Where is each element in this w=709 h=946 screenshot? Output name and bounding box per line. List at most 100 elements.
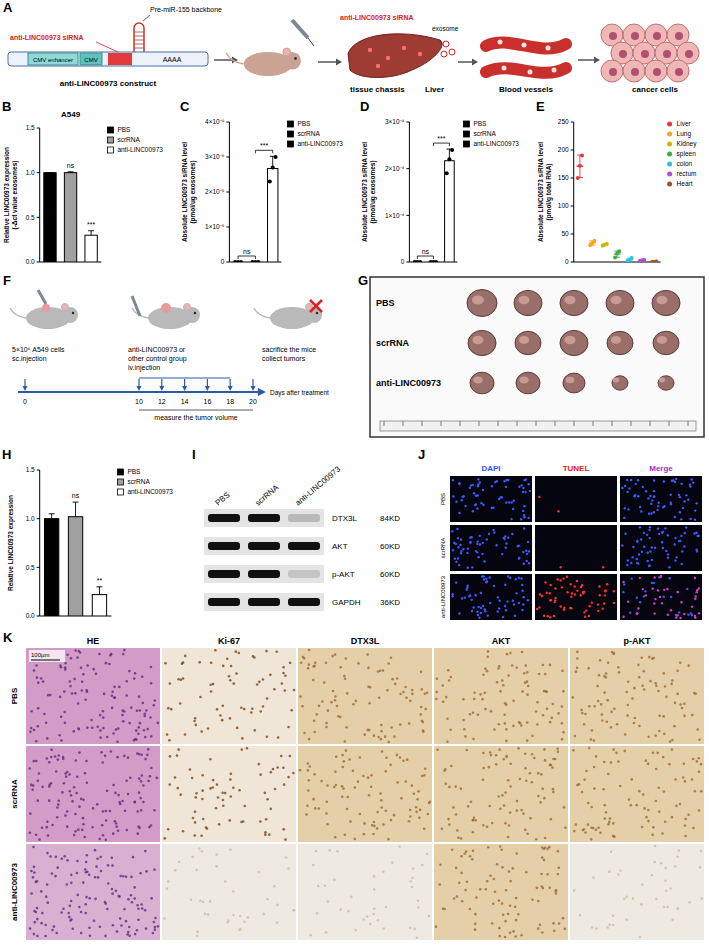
y-axis-title: Relative LINC00973 expression(-Δct value… xyxy=(3,147,19,243)
cell-dot xyxy=(384,770,387,773)
y-tick xyxy=(37,567,40,568)
y-tick xyxy=(37,217,40,218)
cell-dot xyxy=(512,600,514,602)
cell-dot xyxy=(669,740,672,743)
cell-dot xyxy=(166,733,169,736)
cell-dot xyxy=(58,754,61,757)
tumor xyxy=(652,290,680,315)
chart: 0.00.51.01.5Relative LINC00973 expressio… xyxy=(3,110,163,265)
cell-dot xyxy=(51,929,54,932)
cell-dot xyxy=(576,657,579,660)
cell-dot xyxy=(50,748,53,751)
cell-dot xyxy=(685,526,687,528)
cell-dot xyxy=(607,773,610,776)
bar xyxy=(44,519,58,616)
cell-dot xyxy=(457,537,459,539)
cell-dot xyxy=(230,795,233,798)
y-tick-label: 200 xyxy=(558,146,569,153)
cell-dot xyxy=(113,696,116,699)
nucleus xyxy=(641,50,649,58)
cell-dot xyxy=(105,662,108,665)
cell-dot xyxy=(508,824,511,827)
cell-dot xyxy=(81,680,84,683)
cell-dot xyxy=(556,747,559,750)
cell-dot xyxy=(35,740,38,743)
cell-dot xyxy=(590,738,593,741)
tumor-highlight xyxy=(518,296,529,304)
cell-dot xyxy=(470,536,472,538)
cell-dot xyxy=(153,868,156,871)
cell-dot xyxy=(41,912,44,915)
cell-dot xyxy=(385,809,388,812)
cell-dot xyxy=(85,760,88,763)
y-tick xyxy=(226,262,229,263)
cell-dot xyxy=(76,872,79,875)
cell-dot xyxy=(651,582,653,584)
cell-dot xyxy=(368,702,371,705)
cell-dot xyxy=(147,748,150,751)
mouse-tail xyxy=(226,53,244,64)
cell-dot xyxy=(373,734,376,737)
cell-dot xyxy=(447,669,450,672)
cell-dot xyxy=(314,807,317,810)
cell-dot xyxy=(64,722,67,725)
cell-dot xyxy=(570,607,572,609)
cell-dot xyxy=(80,798,83,801)
legend-label: scrRNA xyxy=(473,130,496,137)
cell-dot xyxy=(628,487,630,489)
cell-dot xyxy=(276,766,279,769)
cell-dot xyxy=(209,900,212,903)
cell-dot xyxy=(576,580,578,582)
cell-dot xyxy=(284,838,287,841)
cell-dot xyxy=(662,672,665,675)
cell-dot xyxy=(663,733,666,736)
cell-dot xyxy=(653,612,655,614)
cell-dot xyxy=(57,803,60,806)
panel-letter: J xyxy=(418,447,425,462)
cell-dot xyxy=(282,672,285,675)
size-label: 60KD xyxy=(380,570,400,579)
cell-dot xyxy=(509,811,512,814)
cell-dot xyxy=(228,819,231,822)
cell-dot xyxy=(216,783,219,786)
cell-dot xyxy=(444,782,447,785)
cell-dot xyxy=(106,736,109,739)
cell-dot xyxy=(224,792,227,795)
cell-dot xyxy=(674,559,676,561)
cell-dot xyxy=(178,861,181,864)
cell-dot xyxy=(603,761,606,764)
cell-dot xyxy=(478,617,480,619)
row-label: scrRNA xyxy=(10,779,19,809)
leader xyxy=(143,15,150,21)
cell-dot xyxy=(604,594,606,596)
cell-dot xyxy=(325,801,328,804)
cell-dot xyxy=(136,832,139,835)
cell-dot xyxy=(455,501,457,503)
cell-dot xyxy=(476,610,478,612)
nucleus xyxy=(609,68,617,76)
cell-dot xyxy=(95,865,98,868)
cell-dot xyxy=(653,582,655,584)
cell-dot xyxy=(671,679,674,682)
y-axis-title: Absolute LINC00973 siRNA level(pmol/ug e… xyxy=(361,142,377,242)
cell-dot xyxy=(694,509,696,511)
cell-dot xyxy=(459,544,461,546)
micrograph xyxy=(570,648,704,744)
cell-dot xyxy=(483,578,485,580)
panel-letter: G xyxy=(358,273,368,288)
cell-dot xyxy=(76,775,79,778)
cell-dot xyxy=(99,736,102,739)
cell-dot xyxy=(167,828,170,831)
cell-dot xyxy=(373,821,376,824)
label: iv.injection xyxy=(128,364,160,372)
cell-dot xyxy=(562,577,564,579)
cell-dot xyxy=(630,778,633,781)
cell-dot xyxy=(518,486,520,488)
cell-dot xyxy=(382,669,385,672)
plot-area xyxy=(44,172,97,262)
cell-dot xyxy=(488,766,491,769)
cell-dot xyxy=(390,726,393,729)
blot-strip xyxy=(204,537,324,555)
cell-dot xyxy=(191,777,194,780)
cell-dot xyxy=(123,755,126,758)
